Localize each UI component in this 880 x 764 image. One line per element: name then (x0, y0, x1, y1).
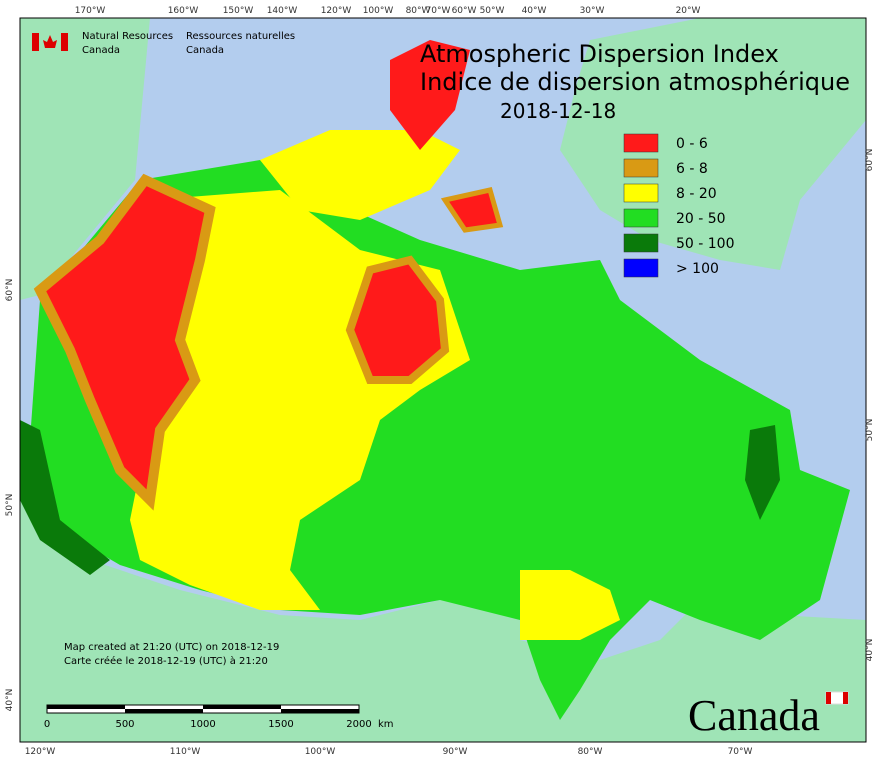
legend-swatch (623, 183, 659, 203)
lon-label: 100°W (305, 747, 336, 757)
scale-label: 0 (44, 719, 50, 730)
legend-label: 20 - 50 (676, 211, 726, 227)
legend-label: > 100 (676, 261, 719, 277)
lon-label: 160°W (168, 6, 199, 16)
lon-label: 100°W (363, 6, 394, 16)
wordmark-flag (843, 692, 848, 704)
lon-label: 20°W (676, 6, 701, 16)
scale-label: 1500 (268, 719, 293, 730)
scale-label: 1000 (190, 719, 215, 730)
graticule-labels: 170°W 160°W 150°W 140°W 120°W 100°W 80°W70°W 60… (5, 6, 875, 757)
legend-label: 50 - 100 (676, 236, 735, 252)
org-en: Canada (82, 45, 120, 56)
note: Carte créée le 2018-12-19 (UTC) à 21:20 (64, 655, 268, 667)
lon-label: 110°W (170, 747, 201, 757)
scale-seg (203, 705, 281, 709)
red-west (33, 173, 216, 511)
yellow-arctic (260, 130, 460, 220)
red-ellesmere (390, 40, 470, 150)
lat-label: 40°N (865, 639, 875, 662)
scale-label: 500 (115, 719, 134, 730)
lon-label: 60°W (452, 6, 477, 16)
dark-green-coast (20, 420, 110, 575)
lat-label: 50°N (865, 419, 875, 442)
lon-label: 170°W (75, 6, 106, 16)
lon-label: 70°W (728, 747, 753, 757)
flag-leaf (43, 35, 57, 48)
lon-label: 120°W (25, 747, 56, 757)
lon-label: 80°W (406, 6, 431, 16)
usa (20, 500, 866, 742)
scale-unit: km (378, 719, 394, 730)
title-date: 2018-12-18 (500, 99, 616, 123)
lat-label: 60°N (865, 149, 875, 172)
red-hudson (345, 255, 450, 384)
alaska (20, 18, 150, 300)
lon-label: 40°W (522, 6, 547, 16)
scale-seg (47, 705, 125, 709)
lon-label: 50°W (480, 6, 505, 16)
lon-label: 30°W (580, 6, 605, 16)
legend-swatch (623, 208, 659, 228)
wordmark: Canada (688, 691, 820, 740)
lat-label: 50°N (5, 494, 15, 517)
legend-swatch (623, 258, 659, 278)
dark-green-labrador (745, 425, 780, 520)
lat-label: 60°N (5, 279, 15, 302)
legend: 0 - 6 6 - 8 8 - 20 20 - 50 50 - 100 > 100 (623, 133, 735, 278)
org-fr: Canada (186, 45, 224, 56)
title-fr: Indice de dispersion atmosphérique (420, 68, 850, 96)
scale-bar: 0 500 1000 1500 2000 km (44, 704, 394, 730)
flag-bar (32, 33, 39, 51)
flag-bar (61, 33, 68, 51)
legend-swatch (623, 133, 659, 153)
map-body (20, 18, 866, 742)
lon-label: 80°W (578, 747, 603, 757)
greenland (560, 18, 866, 270)
title-en: Atmospheric Dispersion Index (420, 40, 779, 68)
wordmark-flag (826, 692, 831, 704)
legend-swatch (623, 158, 659, 178)
lon-label: 120°W (321, 6, 352, 16)
red-baffin (440, 187, 504, 233)
lon-label: 140°W (267, 6, 298, 16)
lon-label: 150°W (223, 6, 254, 16)
yellow-east (520, 570, 620, 640)
org-fr: Ressources naturelles (186, 31, 295, 42)
legend-label: 6 - 8 (676, 161, 708, 177)
legend-swatch (623, 233, 659, 253)
legend-label: 8 - 20 (676, 186, 717, 202)
scale-seg (281, 709, 359, 713)
legend-label: 0 - 6 (676, 136, 708, 152)
scale-label: 2000 (346, 719, 371, 730)
note: Map created at 21:20 (UTC) on 2018-12-19 (64, 642, 279, 653)
lat-label: 40°N (5, 689, 15, 712)
map-frame (19, 17, 867, 743)
org-en: Natural Resources (82, 31, 173, 42)
lon-label: 70°W (426, 6, 451, 16)
lon-label: 90°W (443, 747, 468, 757)
scale-seg (125, 709, 203, 713)
